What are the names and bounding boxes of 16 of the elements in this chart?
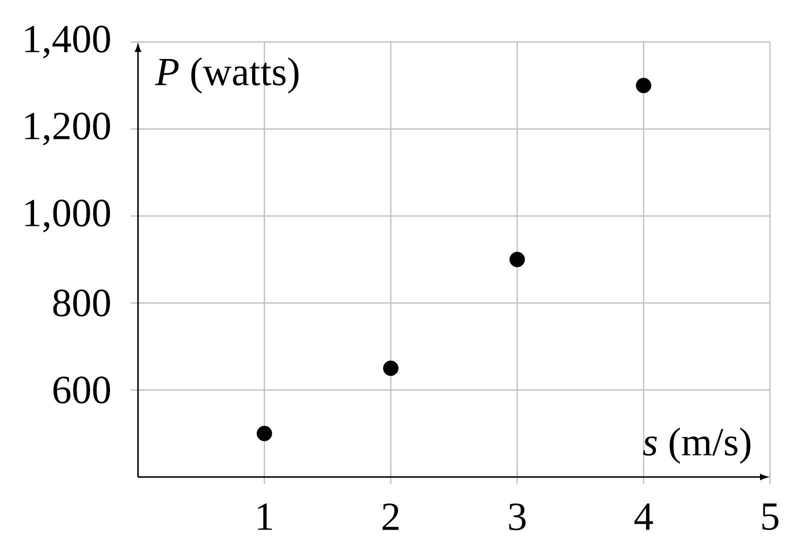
x-tick-label: 3 bbox=[509, 503, 526, 530]
point bbox=[636, 78, 652, 94]
x-axis-title: s (m/s) bbox=[643, 428, 750, 464]
y-tick-label: 1,000 bbox=[25, 200, 110, 232]
y-axis-title: P (watts) bbox=[155, 57, 298, 94]
x-tick-label: 4 bbox=[634, 503, 653, 530]
x-tick-label: 5 bbox=[762, 503, 778, 530]
y-tick-label: 800 bbox=[53, 290, 110, 316]
y-tick-label: 1,200 bbox=[25, 112, 110, 146]
point bbox=[383, 360, 399, 376]
point bbox=[510, 252, 525, 268]
x-tick-label: 2 bbox=[382, 503, 399, 530]
x-tick-label: 1 bbox=[258, 503, 272, 530]
y-tick-label: 1,400 bbox=[25, 26, 110, 58]
point bbox=[256, 426, 272, 442]
y-tick-label: 600 bbox=[53, 376, 110, 404]
